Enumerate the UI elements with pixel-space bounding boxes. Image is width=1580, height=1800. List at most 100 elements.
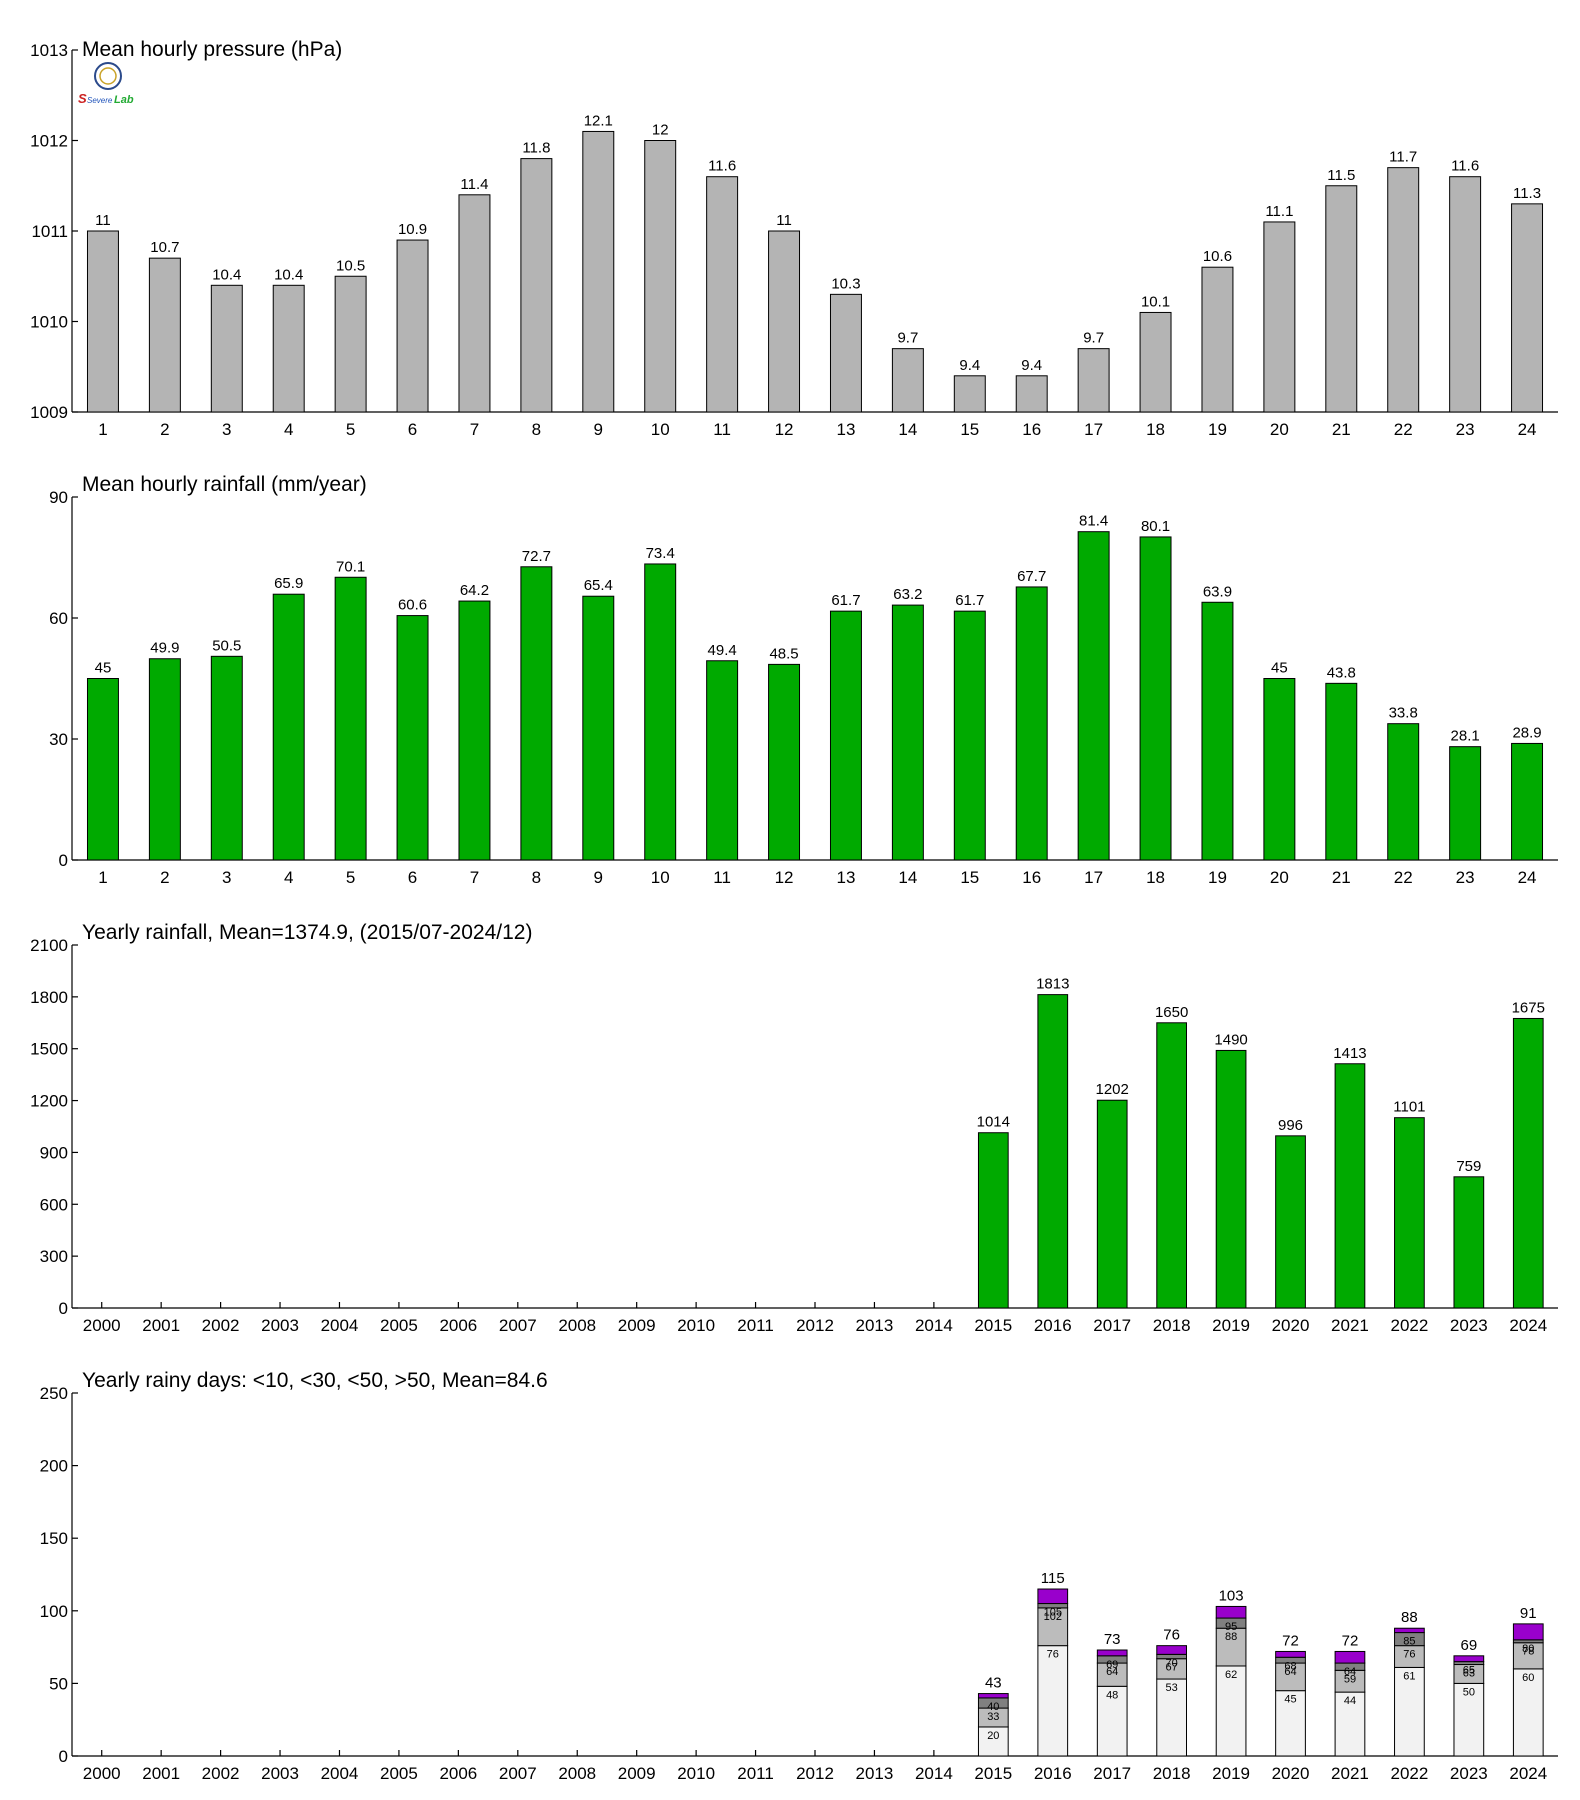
rainy-days-label-lt10-2022: 61 [1403,1670,1415,1682]
hourly_rain-bar-20 [1263,678,1296,861]
pressure-x-tick-label: 6 [408,420,417,439]
hourly_rain-data-label-4: 65.9 [274,575,303,592]
yearly_rain-bar-2020 [1275,1135,1306,1309]
rainy-days-total-label-2022: 88 [1401,1609,1418,1626]
rainy-days-label-lt10-2023: 50 [1463,1686,1475,1698]
rainy_days-x-tick-label: 2001 [142,1764,180,1783]
hourly_rain-x-tick-label: 18 [1146,868,1165,887]
hourly_rain-bar-21 [1325,682,1358,861]
pressure-x-tick-label: 1 [98,420,107,439]
hourly_rain-bar-10 [644,563,677,861]
yearly_rain-bar-2017 [1096,1099,1128,1309]
hourly_rain-x-tick-label: 6 [408,868,417,887]
rainy-days-label-lt10-2015: 20 [987,1730,999,1742]
rainy_days-x-tick-label: 2005 [380,1764,418,1783]
hourly_rain-data-label-11: 49.4 [708,642,737,659]
hourly_rain-data-label-22: 33.8 [1389,705,1418,722]
hourly_rain-data-label-17: 81.4 [1079,513,1108,530]
rainy_days-x-tick-label: 2008 [558,1764,596,1783]
rainy_days-x-tick-label: 2023 [1450,1764,1488,1783]
yearly_rain-chart: Yearly rainfall, Mean=1374.9, (2015/07-2… [30,921,1558,1335]
pressure-data-label-21: 11.5 [1327,167,1355,184]
hourly_rain-bar-6 [396,615,429,861]
hourly_rain-x-tick-label: 23 [1456,868,1475,887]
rainy_days-x-tick-label: 2020 [1272,1764,1310,1783]
pressure-bar-4 [272,284,305,413]
hourly_rain-x-tick-label: 9 [594,868,603,887]
rainy-days-seg-lt10-2024 [1512,1668,1544,1757]
pressure-bar-13 [829,293,862,413]
rainy-days-label-lt30-2020: 64 [1284,1666,1296,1678]
rainy_days-x-tick-label: 2010 [677,1764,715,1783]
pressure-y-tick-label: 1010 [30,313,68,332]
pressure-x-tick-label: 7 [470,420,479,439]
rainy-days-seg-total-2018 [1156,1645,1188,1655]
hourly_rain-data-label-21: 43.8 [1327,664,1356,681]
rainy_days-x-tick-label: 2015 [974,1764,1012,1783]
pressure-data-label-22: 11.7 [1389,149,1417,166]
rainy-days-label-lt50-2021: 64 [1344,1666,1356,1678]
pressure-x-tick-label: 22 [1394,420,1413,439]
yearly_rain-y-tick-label: 2100 [30,936,68,955]
rainy-days-label-lt50-2024: 80 [1522,1643,1534,1655]
pressure-bar-24 [1511,203,1544,413]
rainy-days-seg-lt30-2016 [1037,1607,1069,1647]
rainy-days-seg-lt10-2019 [1215,1665,1247,1757]
pressure-title: Mean hourly pressure (hPa) [82,38,342,61]
pressure-bar-17 [1077,348,1110,413]
pressure-data-label-8: 11.8 [522,140,550,157]
yearly_rain-x-tick-label: 2010 [677,1316,715,1335]
rainy_days-x-tick-label: 2002 [202,1764,240,1783]
yearly_rain-data-label-2017: 1202 [1096,1081,1129,1098]
yearly_rain-data-label-2019: 1490 [1214,1031,1247,1048]
rainy_days-title: Yearly rainy days: <10, <30, <50, >50, M… [82,1369,548,1392]
yearly_rain-y-tick-label: 300 [40,1247,68,1266]
yearly_rain-x-tick-label: 2004 [321,1316,359,1335]
rainy-days-seg-total-2024 [1512,1623,1544,1641]
hourly_rain-bar-7 [458,600,491,861]
pressure-y-tick-label: 1009 [30,403,68,422]
rainy-days-total-label-2024: 91 [1520,1605,1537,1622]
rainy_days-x-tick-label: 2011 [737,1764,774,1783]
hourly_rain-x-tick-label: 17 [1084,868,1103,887]
pressure-x-tick-label: 18 [1146,420,1165,439]
pressure-x-tick-label: 9 [594,420,603,439]
yearly_rain-data-label-2021: 1413 [1333,1045,1366,1062]
yearly_rain-x-tick-label: 2011 [737,1316,774,1335]
yearly_rain-bar-2016 [1037,994,1069,1309]
pressure-bar-10 [644,140,677,413]
seal-icon [94,62,122,90]
pressure-y-tick-label: 1011 [31,222,68,241]
hourly_rain-data-label-8: 72.7 [522,548,551,565]
rainy-days-label-lt50-2020: 68 [1284,1660,1296,1672]
logo-letter: S [78,91,87,106]
pressure-data-label-15: 9.4 [959,357,980,374]
pressure-x-tick-label: 20 [1270,420,1289,439]
hourly_rain-data-label-24: 28.9 [1512,724,1541,741]
rainy_days-y-tick-label: 250 [40,1384,68,1403]
hourly_rain-x-tick-label: 20 [1270,868,1289,887]
pressure-data-label-10: 12 [652,122,669,139]
pressure-y-tick-label: 1012 [30,132,68,151]
rainy_days-x-tick-label: 2004 [321,1764,359,1783]
hourly_rain-data-label-14: 63.2 [893,586,922,603]
hourly_rain-x-tick-label: 5 [346,868,355,887]
rainy-days-label-lt30-2017: 64 [1106,1666,1118,1678]
yearly_rain-x-tick-label: 2005 [380,1316,418,1335]
hourly_rain-x-tick-label: 7 [470,868,479,887]
pressure-x-tick-label: 3 [222,420,231,439]
rainy-days-seg-lt10-2015 [977,1726,1009,1757]
hourly_rain-data-label-7: 64.2 [460,582,489,599]
rainy-days-label-lt50-2016: 105 [1044,1607,1062,1619]
rainy-days-label-lt10-2017: 48 [1106,1689,1118,1701]
pressure-bar-16 [1015,375,1048,413]
yearly_rain-x-tick-label: 2014 [915,1316,953,1335]
yearly_rain-x-tick-label: 2000 [83,1316,121,1335]
rainy_days-y-tick-label: 100 [40,1602,68,1621]
hourly_rain-data-label-2: 49.9 [150,640,179,657]
hourly_rain-bar-8 [520,566,553,861]
hourly_rain-x-tick-label: 1 [98,868,107,887]
rainy-days-label-lt50-2017: 69 [1106,1659,1118,1671]
yearly_rain-x-tick-label: 2020 [1272,1316,1310,1335]
pressure-x-tick-label: 13 [836,420,855,439]
